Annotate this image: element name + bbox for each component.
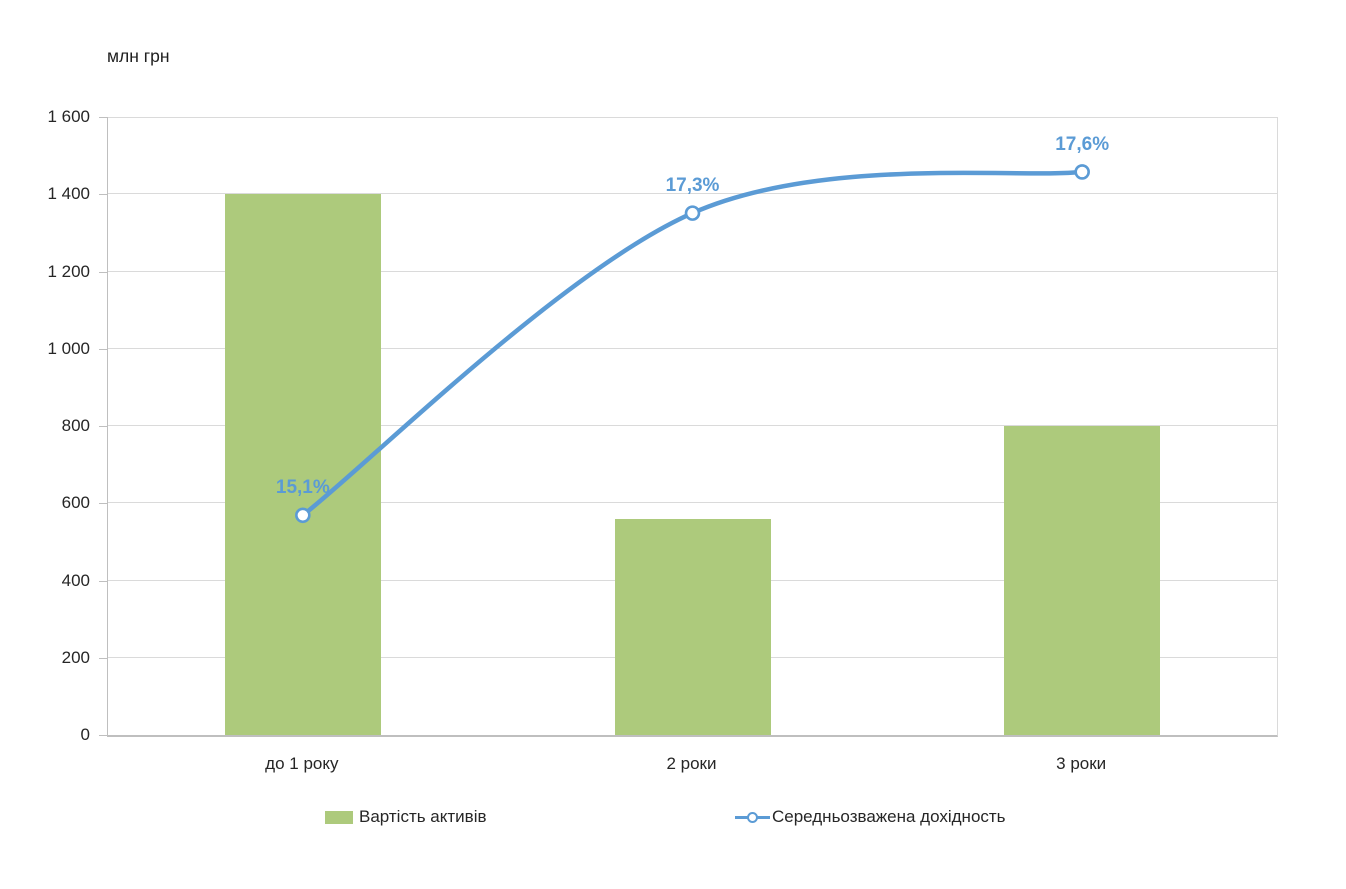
legend-label-bar-series: Вартість активів [359, 807, 487, 826]
gridline [108, 117, 1277, 118]
y-axis-tick-mark [99, 735, 107, 736]
legend: Вартість активів Середньозважена дохідно… [0, 801, 1346, 835]
y-axis-tick-label: 1 600 [47, 107, 90, 126]
line-series-path [300, 169, 1085, 518]
data-label: 15,1% [275, 477, 330, 499]
y-axis-tick-label: 400 [61, 570, 90, 590]
y-axis-tick-label: 800 [61, 416, 90, 435]
y-axis-tick-mark [99, 657, 107, 659]
y-axis-tick-mark [99, 117, 107, 118]
legend-item-line-series: Середньозважена дохідность [735, 801, 1006, 833]
bar-3 роки [1004, 426, 1161, 735]
line-series [295, 164, 1090, 524]
y-axis-title: млн грн [107, 46, 170, 66]
gridline [108, 347, 1277, 349]
gridline [108, 193, 1277, 195]
bar-до 1 року [224, 194, 381, 735]
x-axis-label: до 1 року [265, 754, 339, 773]
legend-label-line-series: Середньозважена дохідность [772, 807, 1006, 826]
y-axis-tick-label: 0 [80, 725, 90, 744]
y-axis-tick-mark [99, 503, 107, 505]
y-axis-tick-label: 1 000 [47, 338, 90, 358]
gridline [108, 425, 1277, 426]
line-series-marker-icon [735, 811, 770, 824]
bar-series-swatch-icon [325, 810, 353, 824]
data-label: 17,6% [1055, 133, 1110, 155]
gridline [108, 270, 1277, 272]
y-axis-tick-label: 1 400 [47, 184, 90, 204]
data-point-marker [1074, 164, 1090, 180]
plot-area: 15,1% 17,3% 17,6% [107, 117, 1278, 737]
x-axis: до 1 року 2 роки 3 роки [107, 737, 1276, 781]
y-axis-tick-mark [99, 580, 107, 582]
y-axis-tick-mark [99, 348, 107, 350]
y-axis-tick-label: 1 200 [47, 261, 90, 281]
line-icon-dot [747, 811, 758, 823]
data-point-marker [295, 507, 311, 524]
x-axis-label: 2 роки [666, 754, 717, 773]
gridline [108, 502, 1277, 504]
y-axis-tick-label: 200 [61, 647, 90, 667]
data-point-marker [684, 205, 701, 221]
x-axis-label: 3 роки [1056, 754, 1107, 773]
y-axis-tick-mark [99, 271, 107, 273]
y-axis-tick-label: 600 [61, 493, 90, 513]
y-axis-tick-mark [99, 426, 107, 427]
legend-item-bar-series: Вартість активів [325, 801, 487, 833]
bar-2 роки [614, 518, 771, 735]
y-axis-tick-mark [99, 194, 107, 196]
data-label: 17,3% [665, 175, 720, 197]
